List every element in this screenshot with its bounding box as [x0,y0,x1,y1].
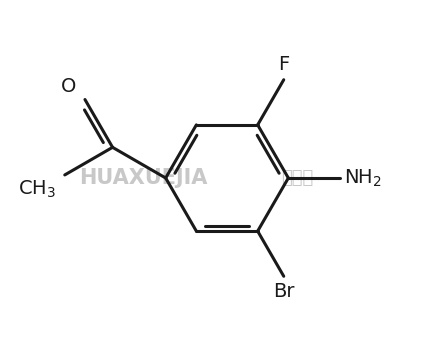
Text: 化学加: 化学加 [281,169,313,187]
Text: Br: Br [273,282,294,300]
Text: O: O [61,77,76,96]
Text: NH$_2$: NH$_2$ [344,167,382,189]
Text: F: F [278,56,290,74]
Text: CH$_3$: CH$_3$ [18,178,56,200]
Text: HUAXUEJIA: HUAXUEJIA [79,168,207,188]
